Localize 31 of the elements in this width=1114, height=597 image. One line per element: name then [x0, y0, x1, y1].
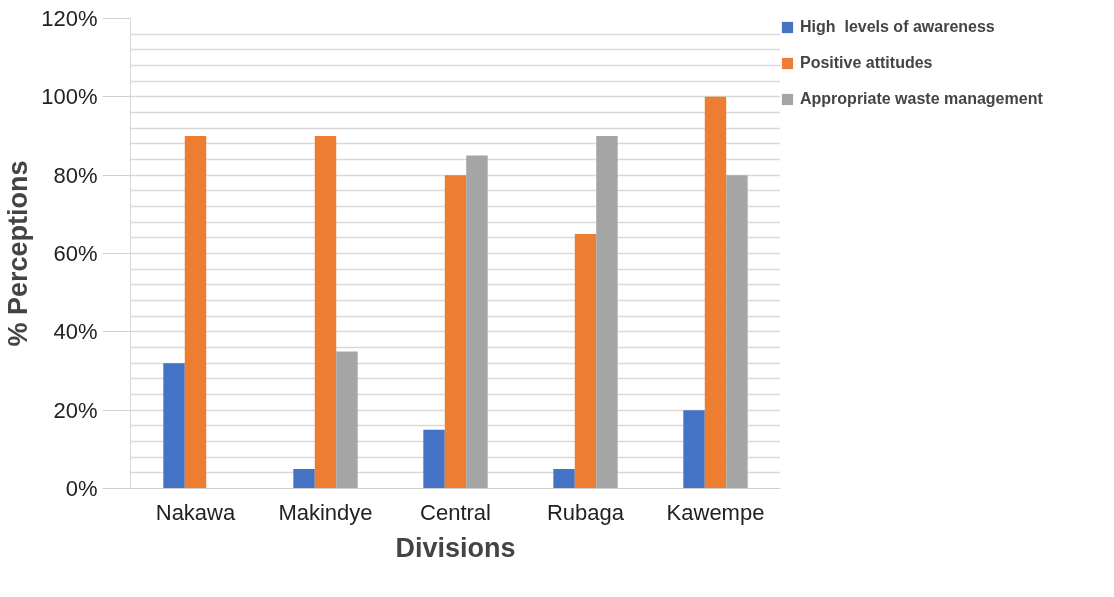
bar — [596, 136, 618, 489]
legend-label: Positive attitudes — [800, 54, 933, 72]
bar — [553, 468, 575, 489]
legend-label: High levels of awareness — [800, 18, 995, 36]
y-tick-label: 80% — [53, 162, 98, 188]
y-tick-label: 120% — [41, 6, 98, 31]
x-tick-label: Rubaga — [546, 499, 625, 525]
x-axis-title: Divisions — [395, 532, 516, 563]
bar — [163, 363, 185, 489]
x-tick-label: Central — [420, 499, 491, 525]
legend-label: Appropriate waste management — [800, 90, 1043, 108]
y-tick-label: 0% — [65, 476, 98, 501]
x-tick-label: Kawempe — [666, 499, 765, 525]
bar — [704, 96, 727, 489]
bar — [726, 175, 748, 489]
bar — [444, 175, 467, 489]
bar — [336, 351, 358, 489]
bar — [683, 410, 705, 489]
y-tick-label: 40% — [53, 319, 98, 345]
x-tick-label: Nakawa — [155, 499, 237, 525]
bar — [314, 136, 337, 489]
bar — [466, 155, 488, 489]
bar — [293, 468, 315, 489]
bar — [574, 233, 597, 489]
bar — [423, 429, 445, 489]
y-axis-title: % Perceptions — [3, 160, 34, 347]
y-tick-label: 60% — [53, 241, 98, 266]
x-tick-label: Makindye — [278, 499, 373, 525]
y-tick-label: 20% — [53, 397, 98, 423]
y-tick-label: 100% — [41, 84, 98, 110]
bar — [184, 136, 207, 489]
